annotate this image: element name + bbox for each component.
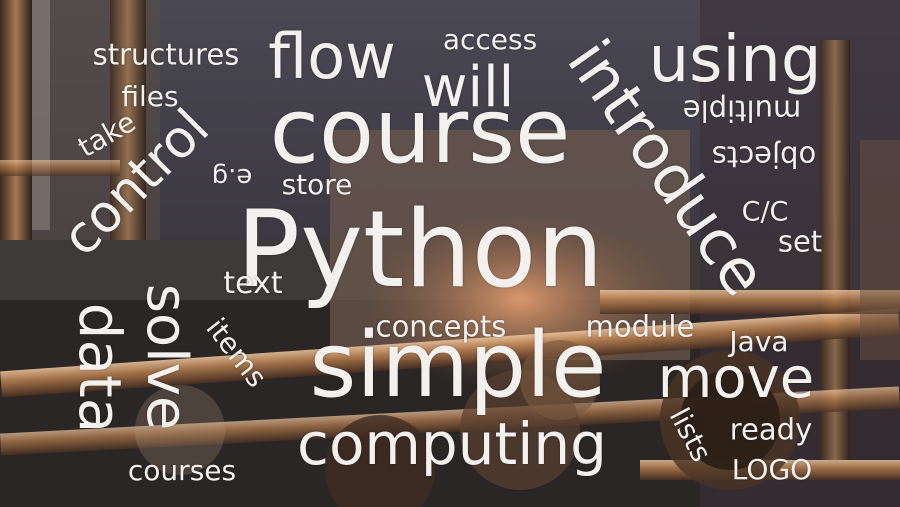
word-cc: C/C bbox=[742, 199, 789, 226]
word-python: Python bbox=[236, 197, 603, 303]
word-move: move bbox=[658, 351, 814, 407]
word-set: set bbox=[778, 228, 822, 257]
word-computing: computing bbox=[297, 415, 607, 473]
word-course: course bbox=[270, 87, 571, 177]
word-courses: courses bbox=[128, 457, 236, 485]
word-module: module bbox=[586, 313, 695, 342]
word-data: data bbox=[71, 303, 129, 434]
word-concepts: concepts bbox=[376, 313, 507, 342]
word-solve: solve bbox=[138, 284, 194, 431]
word-store: store bbox=[282, 171, 353, 199]
word-structures: structures bbox=[93, 41, 240, 70]
word-logo: LOGO bbox=[732, 456, 812, 484]
word-eg: e.g bbox=[212, 164, 253, 190]
word-will: will bbox=[422, 60, 514, 116]
word-multiple: multiple bbox=[683, 96, 801, 125]
word-access: access bbox=[443, 26, 537, 54]
word-flow: flow bbox=[268, 26, 396, 88]
word-ready: ready bbox=[730, 416, 812, 445]
word-text: text bbox=[223, 269, 282, 299]
word-objects: objects bbox=[712, 142, 816, 171]
word-using: using bbox=[649, 28, 822, 92]
